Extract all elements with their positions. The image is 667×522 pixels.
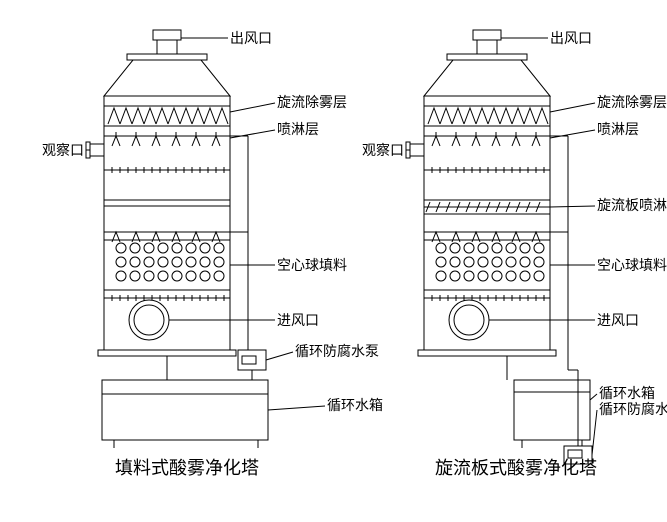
label-outlet: 出风口 (550, 30, 592, 46)
label-packing: 空心球填料 (597, 257, 667, 273)
tower: 出风口旋流除雾层喷淋层观察口空心球填料进风口循环防腐水泵循环水箱填料式酸雾净化塔 (42, 30, 383, 478)
label-outlet: 出风口 (230, 30, 272, 46)
tower-title: 填料式酸雾净化塔 (115, 458, 259, 478)
label-tank: 循环水箱 (599, 385, 655, 401)
label-demister: 旋流除雾层 (597, 94, 667, 110)
label-inlet: 进风口 (277, 312, 319, 328)
label-pump: 循环防腐水泵 (295, 343, 379, 359)
label-swirl-plate: 旋流板喷淋层 (597, 197, 667, 213)
label-tank: 循环水箱 (327, 397, 383, 413)
tower: 出风口旋流除雾层喷淋层观察口旋流板喷淋层空心球填料进风口循环水箱循环防腐水泵旋流… (362, 30, 667, 478)
label-spray: 喷淋层 (277, 121, 319, 137)
label-spray: 喷淋层 (597, 121, 639, 137)
label-demister: 旋流除雾层 (277, 94, 347, 110)
label-observation: 观察口 (362, 142, 404, 158)
label-inlet: 进风口 (597, 312, 639, 328)
label-observation: 观察口 (42, 142, 84, 158)
label-pump: 循环防腐水泵 (599, 401, 667, 417)
tower-title: 旋流板式酸雾净化塔 (435, 458, 597, 478)
label-packing: 空心球填料 (277, 257, 347, 273)
